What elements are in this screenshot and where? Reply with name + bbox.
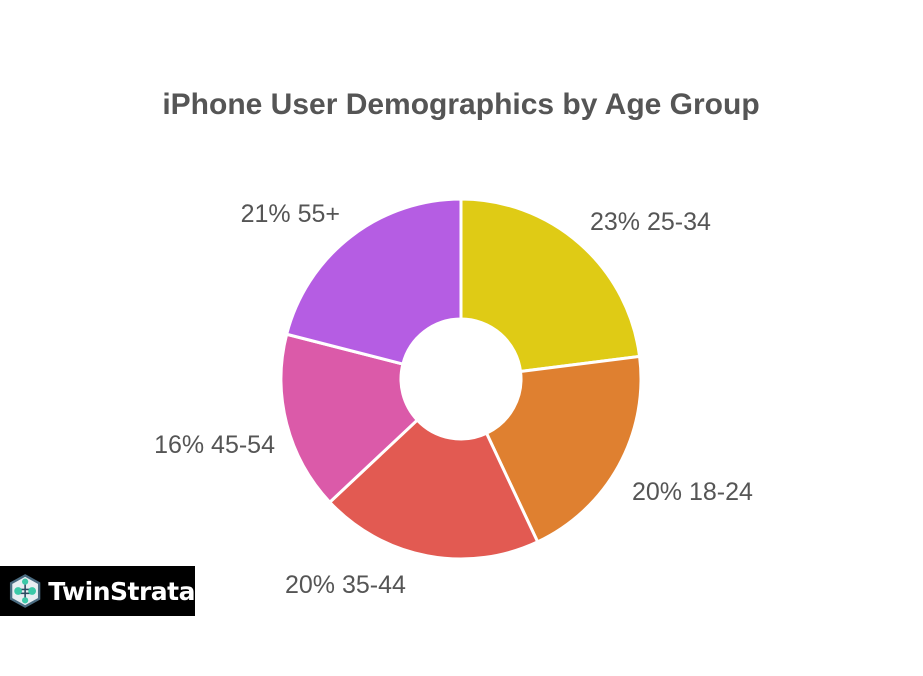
slice-label-18-24: 20% 18-24 (632, 478, 753, 506)
logo-hexagon-icon (9, 574, 41, 608)
slice-55+ (284, 197, 463, 366)
slice-label-45-54: 16% 45-54 (154, 431, 275, 459)
slice-label-25-34: 23% 25-34 (590, 208, 711, 236)
slice-label-35-44: 20% 35-44 (285, 571, 406, 599)
slice-45-54 (279, 332, 420, 505)
slice-label-55+: 21% 55+ (241, 200, 340, 228)
chart-title: iPhone User Demographics by Age Group (162, 88, 759, 121)
logo-text: TwinStrata (48, 576, 195, 606)
slice-18-24 (484, 354, 643, 544)
twinstrata-logo: TwinStrata (0, 566, 195, 616)
slice-25-34 (459, 197, 642, 374)
